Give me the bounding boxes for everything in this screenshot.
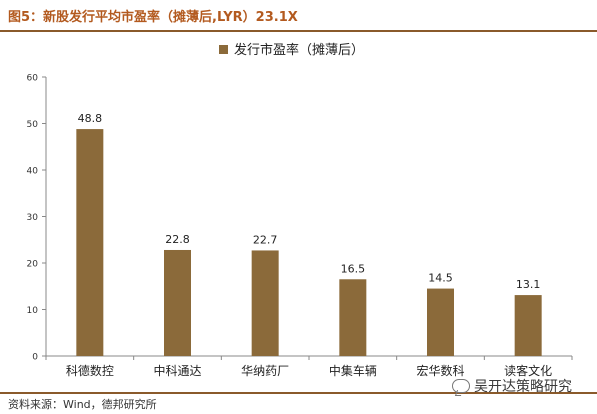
bar — [164, 249, 191, 356]
axes: 0 10 20 30 40 50 60 — [27, 74, 573, 363]
bottom-rule — [0, 392, 597, 394]
x-tick-label: 华纳药厂 — [241, 364, 289, 378]
bar — [427, 288, 454, 356]
x-tick-label: 宏华数科 — [416, 363, 464, 378]
chat-bubble-icon — [452, 379, 470, 393]
data-label: 16.5 — [341, 262, 366, 275]
y-tick-label: 30 — [27, 213, 39, 223]
data-label: 13.1 — [516, 278, 541, 291]
bar — [339, 279, 367, 356]
y-tick-label: 20 — [27, 260, 39, 270]
legend: 发行市盈率（摊薄后） — [219, 42, 364, 58]
y-tick-label: 0 — [32, 353, 38, 363]
bars — [76, 129, 542, 356]
x-tick-label: 中集车辆 — [329, 363, 377, 378]
x-tick-label: 读客文化 — [504, 363, 552, 378]
data-label: 22.8 — [165, 233, 190, 246]
y-tick-label: 50 — [27, 120, 39, 130]
top-rule — [0, 30, 597, 32]
y-tick-label: 60 — [27, 74, 39, 84]
bar — [514, 295, 542, 356]
legend-swatch — [219, 45, 228, 54]
data-label: 14.5 — [428, 272, 453, 285]
x-tick-label: 中科通达 — [153, 363, 201, 378]
data-labels: 48.8 科德数控 22.8 中科通达 22.7 华纳药厂 16.5 中集车辆 14.5 宏华数科… — [66, 112, 552, 378]
data-label: 48.8 — [78, 112, 103, 125]
watermark: 吴开达策略研究 — [452, 376, 572, 396]
x-tick-label: 科德数控 — [66, 363, 114, 378]
y-tick-label: 10 — [27, 306, 39, 316]
bar — [251, 250, 279, 356]
bar — [76, 129, 104, 356]
y-tick-label: 40 — [27, 167, 39, 177]
source-note: 资料来源：Wind，德邦研究所 — [8, 398, 157, 411]
watermark-text: 吴开达策略研究 — [474, 379, 572, 395]
legend-label: 发行市盈率（摊薄后） — [234, 42, 364, 58]
figure-title: 图5：新股发行平均市盈率（摊薄后,LYR）23.1X — [8, 10, 298, 25]
data-label: 22.7 — [253, 233, 278, 246]
